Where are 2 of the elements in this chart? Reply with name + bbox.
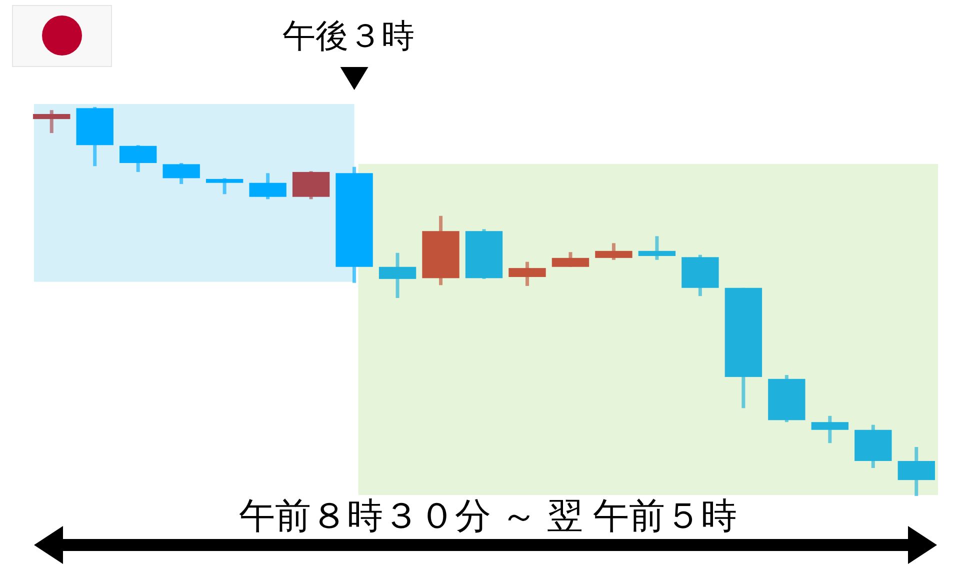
annotation: 午後３時 — [282, 17, 414, 90]
x-axis-title: 午前８時３０分 ～ 翌 午前５時 — [238, 495, 738, 536]
